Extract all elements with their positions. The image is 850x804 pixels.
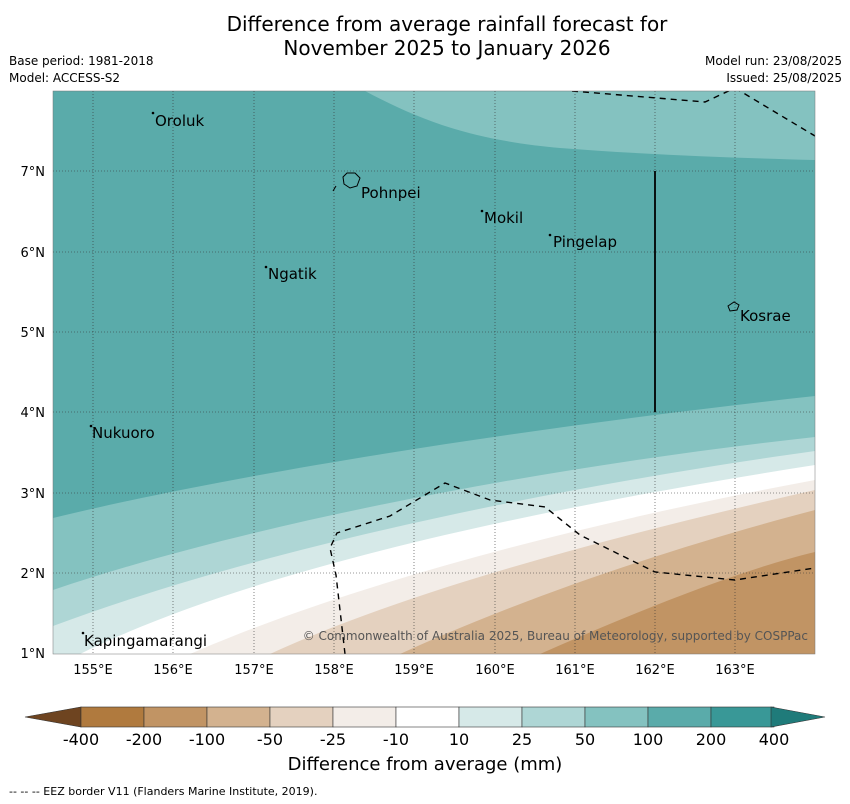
issued-date: Issued: 25/08/2025 [726,71,842,85]
meta-right: Model run: 23/08/2025 Issued: 25/08/2025 [705,53,842,87]
colorbar-label: -10 [383,730,409,749]
map-title: Difference from average rainfall forecas… [0,12,850,60]
band-minus-100-200 [540,552,815,654]
copyright-text: © Commonwealth of Australia 2025, Bureau… [303,629,808,643]
colorbar-max-arrow [770,706,826,728]
colorbar-cell [206,706,271,728]
map-frame [52,90,816,655]
colorbar-label: 200 [696,730,727,749]
colorbar-label: -400 [63,730,99,749]
colorbar-label: 50 [575,730,595,749]
lat-tick: 3°N [21,487,46,502]
lat-tick: 1°N [21,647,46,662]
title-line-1: Difference from average rainfall forecas… [226,12,668,36]
nukuoro-island [89,424,93,428]
model-run: Model run: 23/08/2025 [704,54,842,68]
colorbar-label: 400 [759,730,790,749]
label-nukuoro: Nukuoro [92,424,155,442]
lon-axis: 155°E 156°E 157°E 158°E 159°E 160°E 161°… [73,663,755,678]
colorbar-min-arrow [24,706,82,728]
colorbar-label: 25 [512,730,532,749]
lon-tick: 159°E [394,663,434,678]
label-pingelap: Pingelap [553,233,617,251]
lon-tick: 160°E [475,663,515,678]
model-name: Model: ACCESS-S2 [9,71,121,85]
lon-tick: 157°E [234,663,274,678]
meta-left: Base period: 1981-2018 Model: ACCESS-S2 [9,53,154,87]
lat-axis: 1°N 2°N 3°N 4°N 5°N 6°N 7°N [21,165,46,662]
colorbar-cells [80,706,775,728]
lat-tick: 6°N [21,246,46,261]
label-pohnpei: Pohnpei [361,184,421,202]
kosrae-island [727,301,740,312]
colorbar-cell [80,706,145,728]
lon-tick: 162°E [635,663,675,678]
colorbar-title: Difference from average (mm) [287,754,563,775]
colorbar-cell [332,706,397,728]
islands [81,111,740,635]
colorbar-cell [269,706,334,728]
band-50-100-north [365,91,815,160]
place-labels: Oroluk Pohnpei Mokil Pingelap Ngatik Kos… [84,112,791,650]
footer-note: -- -- -- EEZ border V11 (Flanders Marine… [9,785,318,798]
colorbar-cell [458,706,523,728]
colorbar-label: -100 [189,730,225,749]
label-kapingamarangi: Kapingamarangi [84,632,207,650]
pingelap-island [548,233,552,237]
colorbar-label: -200 [126,730,162,749]
rainfall-map: Oroluk Pohnpei Mokil Pingelap Ngatik Kos… [53,91,815,654]
colorbar-cell [395,706,460,728]
colorbar-cell [710,706,775,728]
colorbar-cell [521,706,586,728]
lat-tick: 2°N [21,567,46,582]
lon-tick: 163°E [715,663,755,678]
kapingamarangi-island [81,631,85,635]
lon-tick: 155°E [73,663,113,678]
base-period: Base period: 1981-2018 [9,54,154,68]
eez-borders [329,91,815,654]
ngatik-island [264,265,268,269]
lat-tick: 7°N [21,165,46,180]
lon-tick: 161°E [555,663,595,678]
lat-tick: 5°N [21,326,46,341]
label-ngatik: Ngatik [268,265,317,283]
title-line-2: November 2025 to January 2026 [283,36,611,60]
colorbar: -400 -200 -100 -50 -25 -10 10 25 50 100 200 400 [24,706,826,749]
oroluk-island [151,111,155,115]
label-mokil: Mokil [484,209,523,227]
lon-tick: 158°E [314,663,354,678]
colorbar-label: 10 [449,730,469,749]
colorbar-label: -50 [257,730,283,749]
colorbar-label: -25 [320,730,346,749]
lat-tick: 4°N [21,406,46,421]
colorbar-label: 100 [633,730,664,749]
label-oroluk: Oroluk [155,112,204,130]
lon-tick: 156°E [153,663,193,678]
pohnpei-island [342,172,361,189]
colorbar-cell [143,706,208,728]
colorbar-labels: -400 -200 -100 -50 -25 -10 10 25 50 100 200 400 [63,730,789,749]
label-kosrae: Kosrae [740,307,791,325]
mokil-island [480,209,484,213]
pohnpei-reef [332,185,337,192]
colorbar-cell [647,706,712,728]
colorbar-cell [584,706,649,728]
